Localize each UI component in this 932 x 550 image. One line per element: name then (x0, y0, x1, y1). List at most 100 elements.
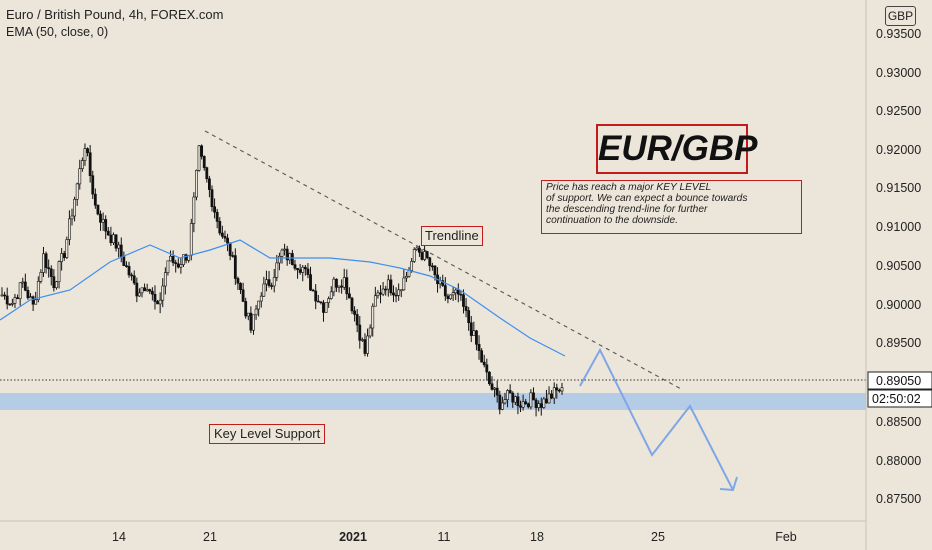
candle-body (275, 262, 279, 278)
candle-body (384, 288, 388, 291)
candle-body (62, 253, 66, 258)
price-axis[interactable]: 0.93500 0.93000 0.92500 0.92000 0.91500 … (876, 27, 921, 506)
candle-body (29, 296, 32, 299)
candle-body (410, 261, 414, 271)
candle-body (371, 305, 375, 329)
candle-body (464, 306, 468, 311)
candle-body (329, 291, 333, 299)
candle-body (132, 275, 136, 284)
candle-body (10, 303, 14, 305)
candle-body (52, 276, 56, 289)
candle-body (249, 312, 253, 331)
candle-body (516, 396, 520, 407)
candle-body (265, 279, 268, 285)
candle-body (513, 396, 517, 403)
y-tick-label: 0.93000 (876, 66, 921, 80)
candle-body (244, 301, 248, 317)
candle-body (506, 390, 509, 400)
candle-body (270, 285, 274, 287)
candle-body (254, 308, 258, 316)
candle-body (340, 285, 344, 288)
candle-body (13, 297, 17, 304)
candle-body (293, 264, 297, 269)
candle-body (296, 268, 299, 271)
candle-body (303, 266, 307, 270)
projection-arrowhead-icon (719, 476, 738, 492)
analysis-note: Price has reach a major KEY LEVEL of sup… (541, 180, 802, 234)
candle-body (163, 272, 167, 287)
candle-body (112, 234, 115, 243)
candle-body (60, 253, 64, 262)
candle-body (143, 287, 146, 292)
candle-body (233, 255, 237, 279)
candle-body (407, 270, 411, 277)
candle-body (156, 301, 159, 305)
x-tick-label: 14 (112, 530, 126, 544)
key-level-support-zone (0, 393, 866, 410)
candle-body (31, 296, 35, 305)
candle-body (109, 234, 113, 243)
candle-body (192, 196, 196, 224)
candle-body (252, 314, 255, 331)
indicator-label[interactable]: EMA (50, close, 0) (6, 25, 109, 39)
candle-body (366, 335, 369, 354)
candle-body (337, 285, 341, 288)
candle-body (558, 389, 561, 392)
candle-body (322, 302, 325, 313)
key-level-support-label: Key Level Support (209, 424, 326, 444)
candle-body (360, 339, 364, 341)
candle-body (381, 288, 385, 295)
candle-body (55, 281, 58, 289)
candle-body (150, 290, 154, 295)
candle-body (246, 312, 250, 317)
candle-body (153, 293, 157, 302)
candle-body (91, 175, 95, 195)
candle-body (420, 252, 424, 260)
candle-body (532, 392, 535, 401)
candle-body (114, 234, 118, 249)
candle-body (550, 393, 554, 399)
y-tick-label: 0.91000 (876, 220, 921, 234)
candle-body (488, 371, 491, 385)
currency-badge[interactable]: GBP (885, 6, 916, 26)
y-tick-label: 0.90500 (876, 259, 921, 273)
y-tick-label: 0.89500 (876, 336, 921, 350)
candle-body (205, 167, 209, 180)
candle-body (140, 287, 144, 294)
candle-body (350, 297, 354, 312)
candle-body (208, 178, 211, 190)
candle-body (418, 247, 421, 253)
candle-body (195, 170, 198, 198)
candle-body (0, 294, 4, 297)
candle-body (75, 183, 79, 200)
y-tick-label: 0.92500 (876, 104, 921, 118)
trendline-label: Trendline (421, 226, 483, 246)
candle-body (8, 303, 12, 306)
candle-body (324, 302, 328, 313)
symbol-title[interactable]: Euro / British Pound, 4h, FOREX.com (6, 7, 224, 22)
candle-body (490, 383, 494, 390)
time-axis[interactable]: 14 21 2021 11 18 25 Feb (112, 530, 797, 544)
candle-body (521, 401, 525, 408)
candle-body (176, 263, 180, 268)
candle-body (39, 272, 43, 282)
candle-body (485, 364, 489, 373)
candle-body (200, 145, 204, 157)
candle-body (454, 289, 458, 294)
candle-body (171, 255, 175, 263)
candle-body (373, 295, 377, 307)
candle-body (220, 232, 224, 237)
note-line: of support. We can expect a bounce towar… (546, 193, 748, 204)
candle-body (495, 387, 499, 396)
candle-body (202, 156, 206, 168)
candle-body (316, 300, 320, 303)
candle-body (480, 350, 484, 363)
countdown-text: 02:50:02 (872, 392, 921, 406)
candle-body (169, 255, 172, 262)
candle-body (363, 339, 367, 354)
candle-body (309, 274, 312, 291)
candle-body (96, 204, 100, 215)
candle-body (158, 299, 162, 305)
candle-body (368, 327, 372, 337)
